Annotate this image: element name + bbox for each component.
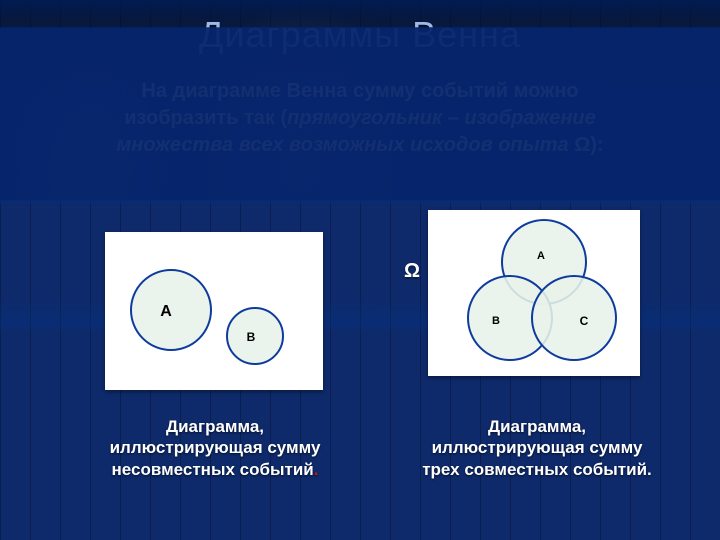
venn-panel-tripple: A B C: [428, 210, 640, 376]
venn-svg-disjoint: AB: [105, 232, 323, 390]
caption-left: Диаграмма, иллюстрирующая сумму несовмес…: [90, 416, 340, 480]
caption-left-text: Диаграмма, иллюстрирующая сумму несовмес…: [110, 417, 321, 479]
omega-label: Ω: [404, 260, 420, 283]
venn-label-A: A: [160, 303, 172, 320]
venn-panel-disjoint: AB: [105, 232, 323, 390]
caption-left-dot: .: [314, 460, 319, 479]
intro-omega-suffix: Ω):: [574, 134, 603, 156]
venn-label-B: B: [492, 315, 500, 327]
venn-label-A: A: [537, 250, 545, 262]
caption-right: Диаграмма, иллюстрирующая сумму трех сов…: [412, 416, 662, 480]
venn-circle-C: [532, 276, 616, 360]
venn-label-B: B: [247, 330, 256, 344]
intro-text: На диаграмме Венна сумму событий можно и…: [90, 78, 630, 159]
venn-label-C: C: [580, 314, 589, 328]
slide-title: Диаграммы Венна: [0, 14, 720, 56]
slide-root: Диаграммы Венна На диаграмме Венна сумму…: [0, 0, 720, 540]
caption-right-text: Диаграмма, иллюстрирующая сумму трех сов…: [422, 417, 652, 479]
venn-svg-triple: A B C: [428, 210, 640, 376]
